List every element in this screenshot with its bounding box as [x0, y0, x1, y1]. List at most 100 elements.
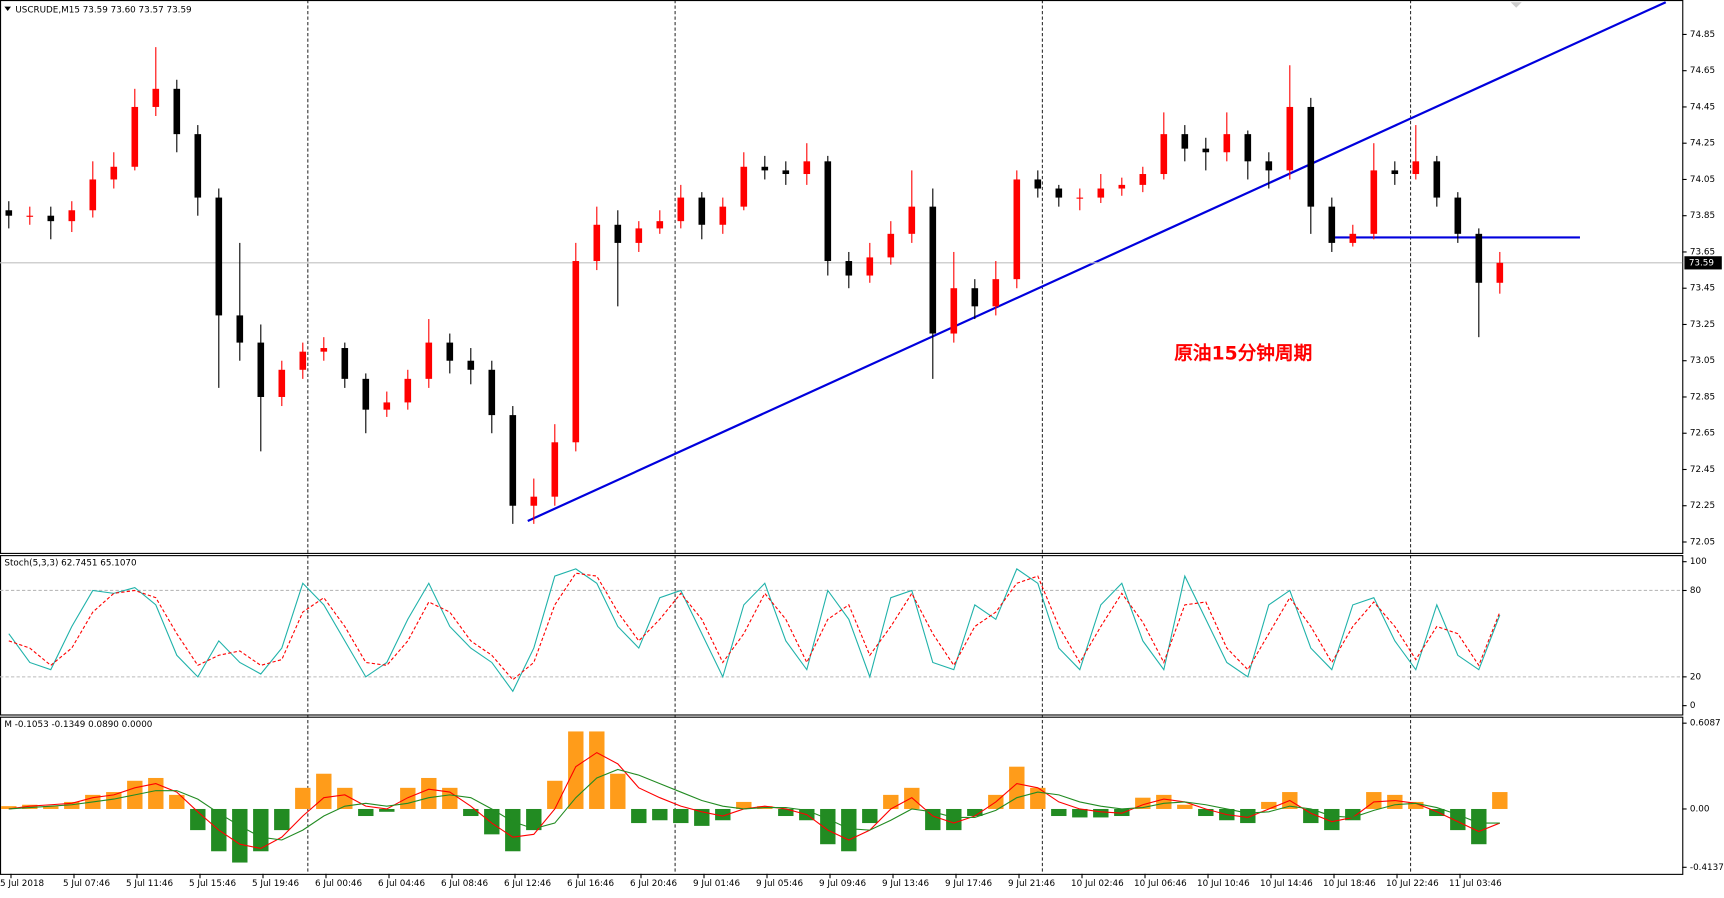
candle-body: [1202, 148, 1210, 153]
x-tick-label: 10 Jul 02:46: [1071, 879, 1124, 889]
histogram-bar: [421, 777, 437, 809]
histogram-bar: [610, 773, 626, 809]
histogram-bar: [1345, 808, 1361, 821]
candle-body: [1139, 174, 1147, 185]
histogram-bar: [736, 801, 752, 809]
candle-body: [173, 88, 181, 135]
candle-body: [593, 224, 601, 262]
histogram-bar: [1240, 808, 1256, 824]
histogram-bar: [274, 808, 290, 831]
histogram-bar: [1072, 808, 1088, 818]
candle-body: [1370, 170, 1378, 234]
x-tick-label: 9 Jul 17:46: [945, 879, 992, 889]
y-tick-label: 73.65: [1690, 247, 1715, 257]
histogram-bar: [1177, 804, 1193, 809]
candle-body: [278, 369, 286, 397]
x-tick-label: 5 Jul 11:46: [126, 879, 173, 889]
histogram-bar: [22, 804, 38, 809]
candle-body: [719, 206, 727, 225]
candle-body: [215, 197, 223, 316]
stoch-header: Stoch(5,3,3) 62.7451 65.1070: [4, 558, 136, 568]
histogram-bar: [1387, 794, 1403, 809]
stoch-panel: [0, 555, 1684, 716]
candle-body: [1097, 188, 1105, 198]
x-tick-label: 5 Jul 15:46: [189, 879, 236, 889]
candle-body: [320, 348, 328, 352]
candle-body: [824, 161, 832, 262]
x-tick-label: 11 Jul 03:46: [1449, 879, 1502, 889]
candle-body: [1244, 134, 1252, 162]
candle-body: [68, 210, 76, 222]
y-tick-label: 73.45: [1690, 284, 1715, 294]
histogram-bar: [715, 808, 731, 821]
candle-body: [1307, 106, 1315, 207]
candle-body: [1181, 134, 1189, 149]
candle-body: [1391, 170, 1399, 175]
candle-body: [1265, 161, 1273, 171]
histogram-bar: [463, 808, 479, 817]
x-tick-label: 6 Jul 04:46: [378, 879, 425, 889]
x-tick-label: 9 Jul 13:46: [882, 879, 929, 889]
x-tick-label: 6 Jul 08:46: [441, 879, 488, 889]
candle-body: [110, 166, 118, 180]
candle-body: [1223, 134, 1231, 153]
histogram-bar: [1450, 808, 1466, 831]
x-tick-label: 10 Jul 22:46: [1386, 879, 1439, 889]
histogram-bar: [442, 787, 458, 809]
candle-body: [1034, 179, 1042, 189]
x-tick-label: 5 Jul 07:46: [63, 879, 110, 889]
x-tick-label: 6 Jul 16:46: [567, 879, 614, 889]
histogram-bar: [547, 780, 563, 809]
shift-marker: [1510, 2, 1522, 8]
candle-body: [236, 315, 244, 343]
macd-line: [8, 751, 1501, 850]
candle-body: [1076, 197, 1084, 199]
histogram-bar: [358, 808, 374, 817]
histogram-bar: [778, 808, 794, 817]
histogram-bar: [505, 808, 521, 852]
candle-body: [257, 342, 265, 397]
candle-body: [5, 210, 13, 216]
histogram-bar: [694, 808, 710, 826]
histogram-bar: [43, 806, 59, 809]
candle-body: [488, 369, 496, 416]
histogram-bar: [484, 808, 500, 835]
macd-header: M -0.1053 -0.1349 0.0890 0.0000: [4, 720, 152, 730]
x-tick-label: 9 Jul 09:46: [819, 879, 866, 889]
y-tick-label: 74.05: [1690, 175, 1715, 185]
candle-body: [131, 106, 139, 167]
histogram-bar: [169, 794, 185, 809]
price-label: 73.59: [1689, 258, 1714, 268]
symbol-header: USCRUDE,M15 73.59 73.60 73.57 73.59: [15, 5, 191, 15]
candle-body: [866, 257, 874, 276]
candle-body: [677, 197, 685, 222]
histogram-bar: [148, 777, 164, 809]
candle-body: [929, 206, 937, 334]
candle-body: [404, 378, 412, 403]
histogram-bar: [925, 808, 941, 831]
candle-body: [1160, 134, 1168, 175]
y-tick-label: 100: [1690, 557, 1707, 567]
histogram-bar: [841, 808, 857, 852]
y-tick-label: 72.05: [1690, 537, 1715, 547]
histogram-bar: [1135, 797, 1151, 809]
y-tick-label: 80: [1690, 586, 1701, 596]
y-tick-label: 74.85: [1690, 30, 1715, 40]
candle-body: [971, 288, 979, 307]
stoch-line: [8, 572, 1501, 681]
y-tick-label: 72.45: [1690, 465, 1715, 475]
candle-body: [194, 134, 202, 198]
histogram-bar: [379, 808, 395, 812]
histogram-bar: [190, 808, 206, 831]
candle-body: [530, 496, 538, 506]
histogram-bar: [1156, 794, 1172, 809]
x-tick-label: 6 Jul 12:46: [504, 879, 551, 889]
price-label-box: [1684, 256, 1722, 270]
candle-body: [992, 279, 1000, 307]
y-tick-label: 74.45: [1690, 102, 1715, 112]
candle-body: [425, 342, 433, 379]
histogram-bar: [64, 801, 80, 809]
candle-body: [362, 378, 370, 410]
y-tick-label: 72.85: [1690, 392, 1715, 402]
candle-body: [908, 206, 916, 234]
